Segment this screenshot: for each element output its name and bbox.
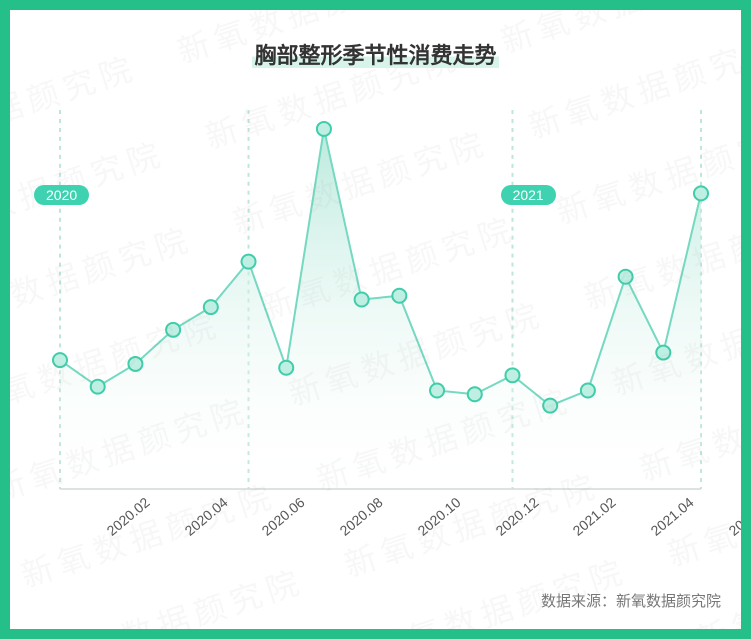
data-source: 数据来源：新氧数据颜究院: [541, 590, 721, 611]
x-tick-label: 2020.04: [181, 494, 230, 539]
chart-title: 胸部整形季节性消费走势: [10, 38, 741, 70]
x-tick-label: 2021.06: [726, 494, 741, 539]
x-tick-label: 2020.06: [259, 494, 308, 539]
year-badge: 2021: [501, 185, 556, 205]
chart-area: [60, 110, 701, 489]
outer-frame: 新氧数据颜究院 新氧数据颜究院 新氧数据颜究院 新氧数据颜究院 新氧数据颜究院 …: [0, 0, 751, 639]
year-badge: 2020: [34, 185, 89, 205]
x-tick-label: 2021.02: [570, 494, 619, 539]
x-axis-labels: 2020.02 2020.04 2020.06 2020.08 2020.10 2020.…: [60, 494, 701, 554]
x-tick-label: 2020.02: [103, 494, 152, 539]
x-tick-label: 2020.10: [414, 494, 463, 539]
chart-title-text: 胸部整形季节性消费走势: [252, 43, 498, 68]
x-tick-label: 2020.08: [337, 494, 386, 539]
chart-panel: 新氧数据颜究院 新氧数据颜究院 新氧数据颜究院 新氧数据颜究院 新氧数据颜究院 …: [10, 10, 741, 629]
x-tick-label: 2021.04: [648, 494, 697, 539]
chart-svg: [60, 110, 701, 489]
x-tick-label: 2020.12: [492, 494, 541, 539]
